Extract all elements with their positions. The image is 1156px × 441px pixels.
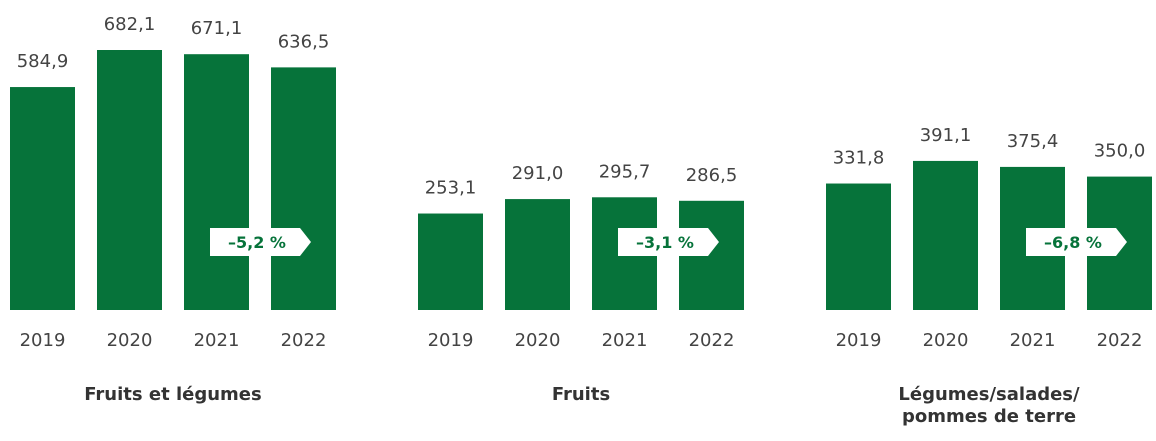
- bar: [913, 160, 978, 310]
- x-tick-label: 2021: [602, 330, 648, 351]
- bar: [271, 67, 336, 310]
- bar: [184, 54, 249, 310]
- chart-title: Fruits: [551, 384, 611, 405]
- value-label: 391,1: [920, 125, 972, 146]
- value-label: 350,0: [1094, 141, 1146, 162]
- change-label: –5,2 %: [228, 233, 286, 252]
- bar: [826, 183, 891, 310]
- change-badge: [210, 228, 311, 256]
- value-label: 253,1: [425, 178, 477, 199]
- x-tick-label: 2020: [107, 330, 153, 351]
- x-tick-label: 2022: [1097, 330, 1143, 351]
- chart-title: Fruits et légumes: [84, 384, 262, 405]
- value-label: 375,4: [1007, 131, 1059, 152]
- value-label: 584,9: [17, 51, 69, 72]
- bar: [418, 213, 483, 310]
- value-label: 286,5: [686, 165, 738, 186]
- bar: [10, 87, 75, 310]
- value-label: 682,1: [104, 14, 156, 35]
- x-tick-label: 2020: [923, 330, 969, 351]
- bar: [505, 199, 570, 310]
- value-label: 295,7: [599, 161, 651, 182]
- value-label: 671,1: [191, 18, 243, 39]
- x-tick-label: 2019: [836, 330, 882, 351]
- chart-title: Légumes/salades/ pommes de terre: [898, 384, 1080, 427]
- x-tick-label: 2019: [20, 330, 66, 351]
- x-tick-label: 2019: [428, 330, 474, 351]
- value-label: 291,0: [512, 163, 564, 184]
- x-tick-label: 2022: [281, 330, 327, 351]
- x-tick-label: 2022: [689, 330, 735, 351]
- change-badge: [618, 228, 719, 256]
- change-badge: [1026, 228, 1127, 256]
- x-tick-label: 2021: [194, 330, 240, 351]
- x-tick-label: 2020: [515, 330, 561, 351]
- x-tick-label: 2021: [1010, 330, 1056, 351]
- value-label: 636,5: [278, 31, 330, 52]
- value-label: 331,8: [833, 148, 885, 169]
- change-label: –6,8 %: [1044, 233, 1102, 252]
- change-label: –3,1 %: [636, 233, 694, 252]
- bar: [97, 50, 162, 310]
